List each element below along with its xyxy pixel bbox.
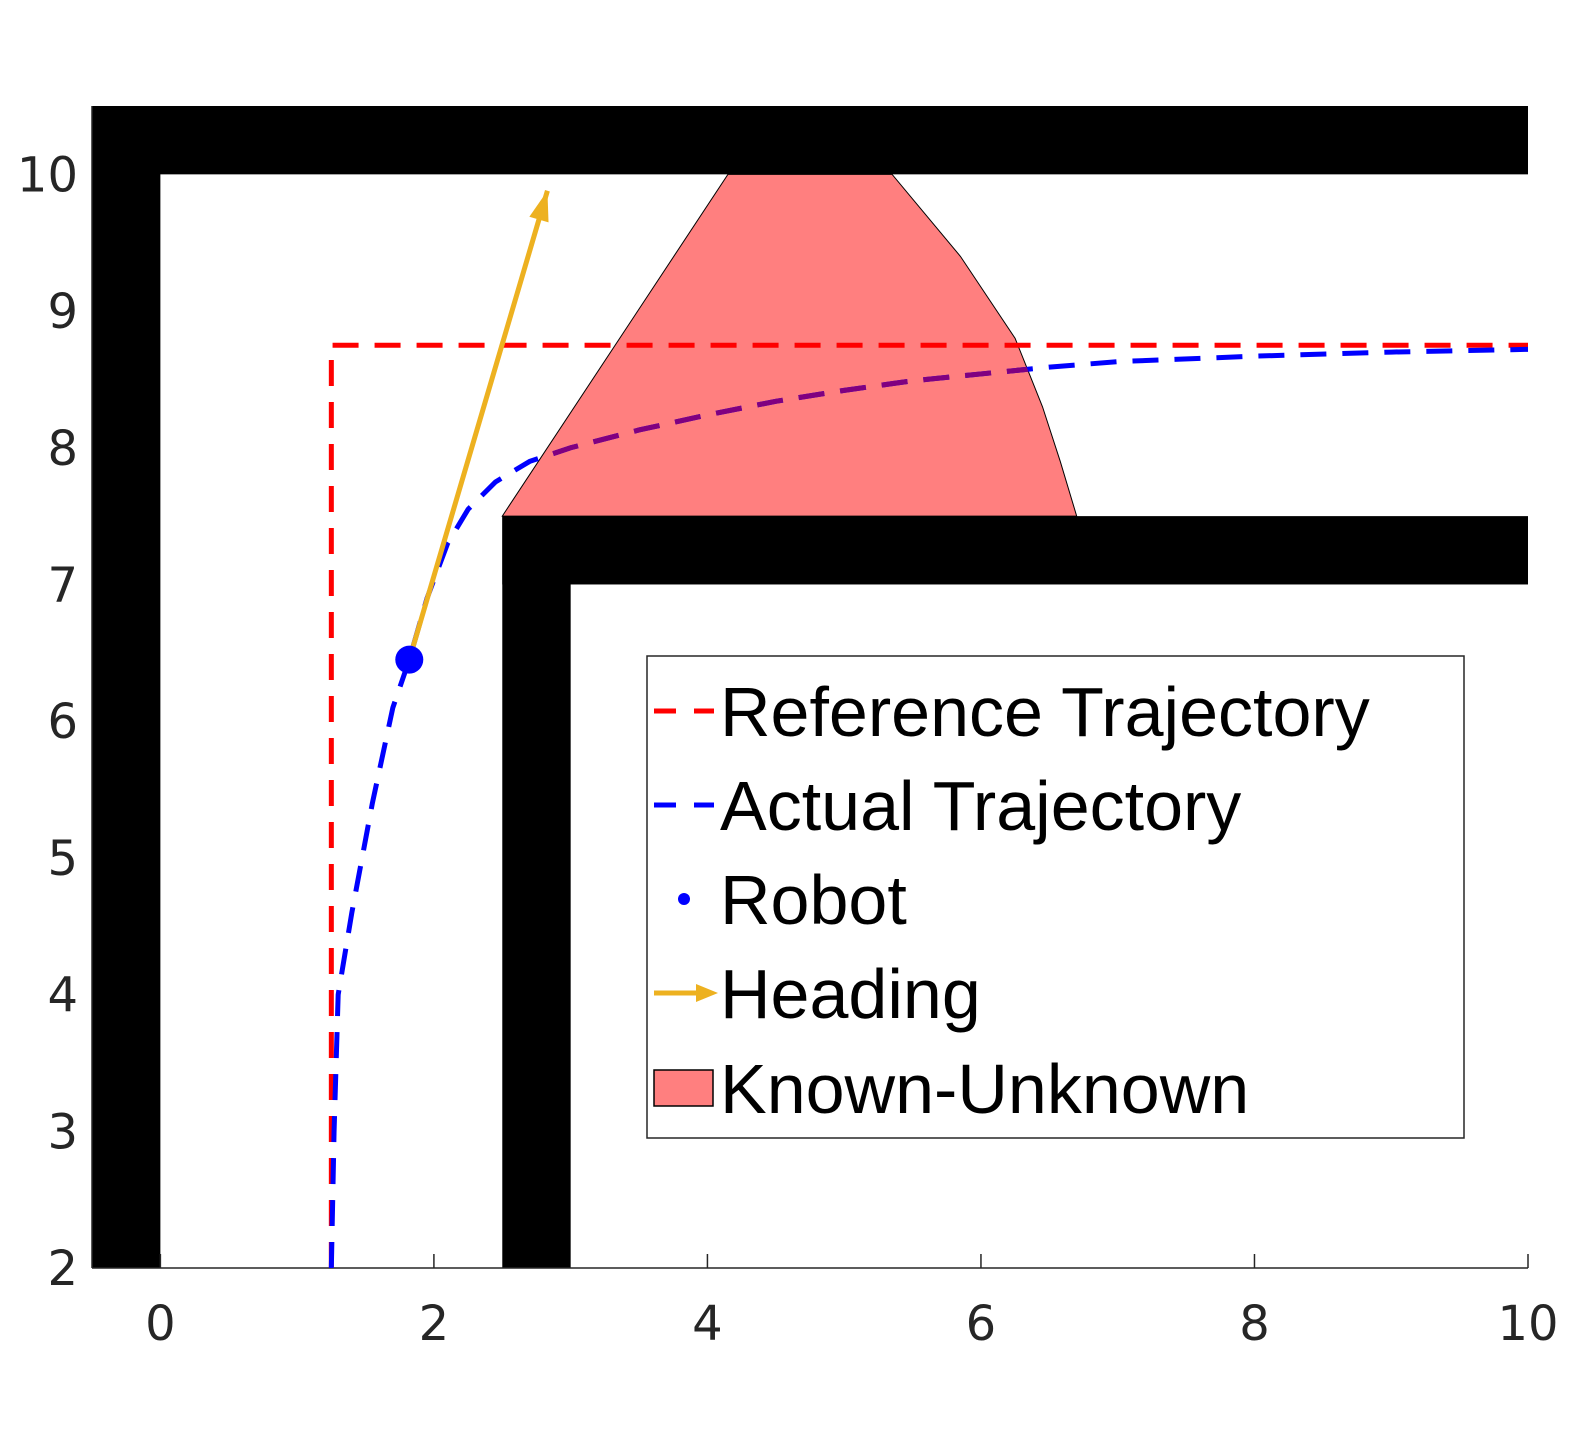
walls-layer bbox=[92, 106, 1529, 1268]
legend-label-reference-trajectory: Reference Trajectory bbox=[720, 673, 1370, 751]
y-tick-label: 4 bbox=[47, 968, 78, 1024]
y-tick-label: 2 bbox=[47, 1241, 78, 1297]
wall-3 bbox=[502, 516, 1529, 585]
x-tick-label: 8 bbox=[1239, 1296, 1270, 1352]
actual-trajectory-line bbox=[328, 346, 1529, 1269]
wall-0 bbox=[92, 106, 161, 1268]
wall-2 bbox=[502, 516, 571, 1268]
y-tick-label: 6 bbox=[47, 694, 78, 750]
y-tick-label: 7 bbox=[47, 557, 78, 613]
heading-arrow-head bbox=[529, 190, 549, 223]
x-tick-label: 4 bbox=[692, 1296, 723, 1352]
x-tick-label: 2 bbox=[419, 1296, 450, 1352]
legend-swatch-robot bbox=[678, 893, 690, 905]
robot-marker bbox=[395, 645, 424, 674]
y-tick-label: 5 bbox=[47, 831, 78, 887]
lines-layer bbox=[328, 190, 1529, 1269]
y-tick-label: 8 bbox=[47, 421, 78, 477]
legend-label-heading: Heading bbox=[720, 955, 981, 1033]
y-tick-label: 10 bbox=[17, 147, 78, 203]
x-tick-label: 0 bbox=[145, 1296, 176, 1352]
x-tick-label: 10 bbox=[1497, 1296, 1558, 1352]
y-tick-label: 9 bbox=[47, 284, 78, 340]
legend-box bbox=[646, 655, 1465, 1139]
legend-label-robot: Robot bbox=[720, 861, 907, 939]
heading-arrow-shaft bbox=[406, 190, 550, 661]
wall-1 bbox=[92, 106, 1528, 175]
legend-label-actual-trajectory: Actual Trajectory bbox=[720, 767, 1241, 845]
axes-layer: 0 2 4 6 8 10 2 3 4 5 6 7 8 9 10 bbox=[17, 106, 1559, 1352]
legend-swatch-known-unknown bbox=[653, 1069, 714, 1107]
x-tick-label: 6 bbox=[966, 1296, 997, 1352]
legend: Reference Trajectory Actual Trajectory Rob… bbox=[646, 655, 1465, 1139]
y-tick-label: 3 bbox=[47, 1104, 78, 1160]
legend-label-known-unknown: Known-Unknown bbox=[720, 1050, 1249, 1128]
legend-swatch-heading-head bbox=[696, 984, 718, 1002]
reference-trajectory-line bbox=[328, 342, 1528, 1268]
